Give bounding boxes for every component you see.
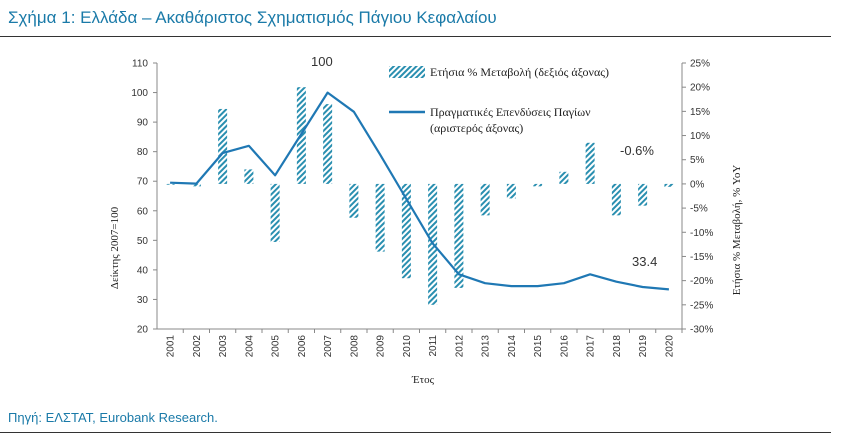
left-tick-label: 90 <box>137 118 149 129</box>
left-tick-label: 100 <box>131 88 148 99</box>
right-tick-label: -30% <box>690 325 713 336</box>
right-tick-label: -15% <box>690 252 713 263</box>
title-divider <box>0 36 831 37</box>
x-tick-label: 2009 <box>376 335 387 358</box>
right-tick-label: 0% <box>690 179 705 190</box>
right-tick-label: -25% <box>690 300 713 311</box>
left-tick-label: 30 <box>137 295 149 306</box>
source-note: Πηγή: ΕΛΣΤΑΤ, Eurobank Research. <box>8 410 218 425</box>
bar <box>506 183 516 199</box>
bar <box>611 183 621 216</box>
right-tick-label: 20% <box>690 83 710 94</box>
right-tick-label: -20% <box>690 276 713 287</box>
axes <box>153 62 686 333</box>
bar <box>191 183 201 187</box>
x-tick-label: 2004 <box>244 335 255 358</box>
bar <box>533 183 543 187</box>
left-tick-label: 40 <box>137 265 149 276</box>
last-change-annotation: -0.6% <box>620 143 654 158</box>
bar <box>559 171 569 184</box>
bar <box>454 183 464 288</box>
bar <box>218 108 228 184</box>
right-tick-label: -10% <box>690 228 713 239</box>
x-tick-label: 2010 <box>402 335 413 358</box>
x-tick-label: 2015 <box>533 335 544 358</box>
investment-line <box>170 91 669 291</box>
x-tick-label: 2003 <box>218 335 229 358</box>
legend-line-label-2: (αριστερός άξονας) <box>430 121 523 135</box>
left-tick-label: 110 <box>132 59 148 70</box>
legend-line-label-1: Πραγματικές Επενδύσεις Παγίων <box>430 105 591 119</box>
left-tick-label: 60 <box>137 206 149 217</box>
x-tick-label: 2001 <box>166 335 177 358</box>
legend-bar-label: Ετήσια % Μεταβολή (δεξιός άξονας) <box>430 65 609 79</box>
x-tick-label: 2016 <box>559 335 570 358</box>
line-series <box>170 91 669 291</box>
bar <box>480 183 490 216</box>
right-tick-label: 10% <box>690 131 710 142</box>
figure-title: Σχήμα 1: Ελλάδα – Ακαθάριστος Σχηματισμό… <box>8 8 497 27</box>
left-axis-label: Δείκτης 2007=100 <box>109 206 121 289</box>
bar <box>349 183 359 218</box>
legend: Ετήσια % Μεταβολή (δεξιός άξονας) Πραγμα… <box>389 65 609 135</box>
left-tick-label: 50 <box>137 236 149 247</box>
left-tick-label: 70 <box>137 177 149 188</box>
x-tick-label: 2017 <box>586 335 597 358</box>
right-tick-label: 5% <box>690 155 705 166</box>
bar <box>664 183 674 187</box>
x-tick-label: 2013 <box>481 335 492 358</box>
footer-divider <box>0 432 831 433</box>
x-tick-label: 2007 <box>323 335 334 358</box>
chart: 20 30 40 50 60 70 80 90 100 110 -30% -25% -20% -15% -1… <box>109 54 743 386</box>
x-tick-label: 2019 <box>638 335 649 358</box>
x-tick-label: 2020 <box>664 335 675 358</box>
bar <box>323 104 333 184</box>
right-tick-label: 15% <box>690 107 710 118</box>
tick-labels: 20 30 40 50 60 70 80 90 100 110 -30% -25% -20% -15% -1… <box>131 59 713 358</box>
legend-bar-swatch <box>389 66 425 78</box>
x-tick-label: 2006 <box>297 335 308 358</box>
bar <box>270 183 280 242</box>
x-tick-label: 2014 <box>507 335 518 358</box>
peak-annotation: 100 <box>311 54 333 69</box>
bar-series <box>165 87 674 305</box>
bar <box>165 183 175 185</box>
x-tick-label: 2011 <box>428 335 439 357</box>
right-axis-label: Ετήσια % Μεταβολή, % YoY <box>731 165 743 296</box>
left-tick-label: 20 <box>137 325 149 336</box>
x-tick-label: 2005 <box>271 335 282 358</box>
bar <box>585 142 595 184</box>
x-tick-label: 2002 <box>192 335 203 358</box>
left-tick-label: 80 <box>137 147 149 158</box>
x-tick-label: 2018 <box>612 335 623 358</box>
x-tick-label: 2012 <box>454 335 465 358</box>
right-tick-label: 25% <box>690 59 710 70</box>
right-tick-label: -5% <box>690 204 708 215</box>
bar <box>375 183 385 252</box>
x-tick-label: 2008 <box>349 335 360 358</box>
bar <box>244 169 254 184</box>
last-level-annotation: 33.4 <box>632 254 657 269</box>
x-axis-label: Έτος <box>411 374 435 386</box>
bar <box>401 183 411 279</box>
bar <box>638 183 648 206</box>
